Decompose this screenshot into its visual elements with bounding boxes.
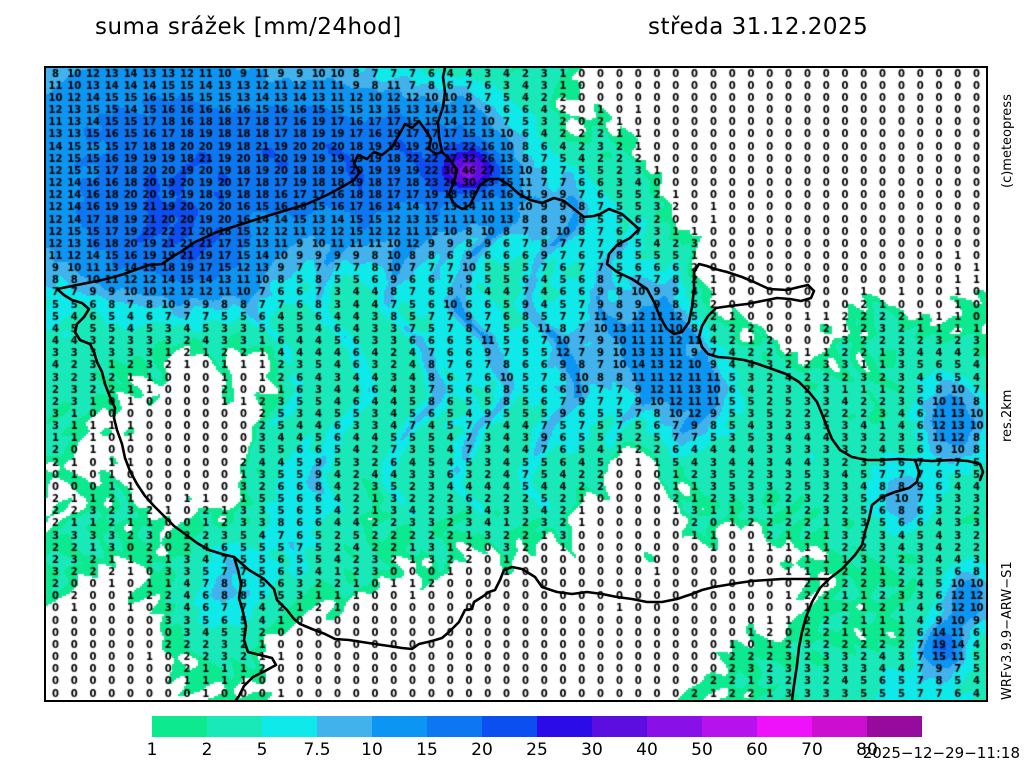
colorbar-tick-label: 50 <box>691 740 713 760</box>
colorbar-tick-label: 2 <box>201 740 213 760</box>
colorbar-tick-label: 80 <box>856 740 878 760</box>
colorbar-segment <box>262 716 317 737</box>
colorbar-segment <box>207 716 262 737</box>
precipitation-field-canvas <box>46 68 986 700</box>
colorbar-segment <box>867 716 922 737</box>
colorbar-tick-label: 5 <box>256 740 268 760</box>
map-frame <box>44 66 988 702</box>
colorbar-tick-label: 25 <box>526 740 548 760</box>
colorbar-tick-label: 20 <box>471 740 493 760</box>
colorbar-segment <box>537 716 592 737</box>
colorbar-tick-label: 10 <box>361 740 383 760</box>
colorbar-segment <box>482 716 537 737</box>
colorbar-tick-label: 1 <box>146 740 158 760</box>
colorbar-tick-label: 15 <box>416 740 438 760</box>
colorbar-segment <box>427 716 482 737</box>
colorbar <box>152 716 922 737</box>
colorbar-segment <box>592 716 647 737</box>
colorbar-segment <box>317 716 372 737</box>
colorbar-segment <box>757 716 812 737</box>
colorbar-segment <box>152 716 207 737</box>
colorbar-tick-label: 40 <box>636 740 658 760</box>
colorbar-segment <box>647 716 702 737</box>
colorbar-tick-label: 7.5 <box>303 740 331 760</box>
colorbar-tick-label: 60 <box>746 740 768 760</box>
model-label: WRFv3.9.9−ARW−S1 <box>1000 561 1015 700</box>
colorbar-segment <box>372 716 427 737</box>
colorbar-tick-label: 30 <box>581 740 603 760</box>
colorbar-tick-label: 70 <box>801 740 823 760</box>
colorbar-segment <box>812 716 867 737</box>
page-title: suma srážek [mm/24hod] <box>95 14 402 40</box>
colorbar-segment <box>702 716 757 737</box>
copyright-label: (c)meteopress <box>1000 94 1015 188</box>
run-timestamp: 2025−12−29−11:18 <box>862 744 1020 762</box>
resolution-label: res.2km <box>1000 389 1015 442</box>
forecast-date: středa 31.12.2025 <box>648 14 869 40</box>
